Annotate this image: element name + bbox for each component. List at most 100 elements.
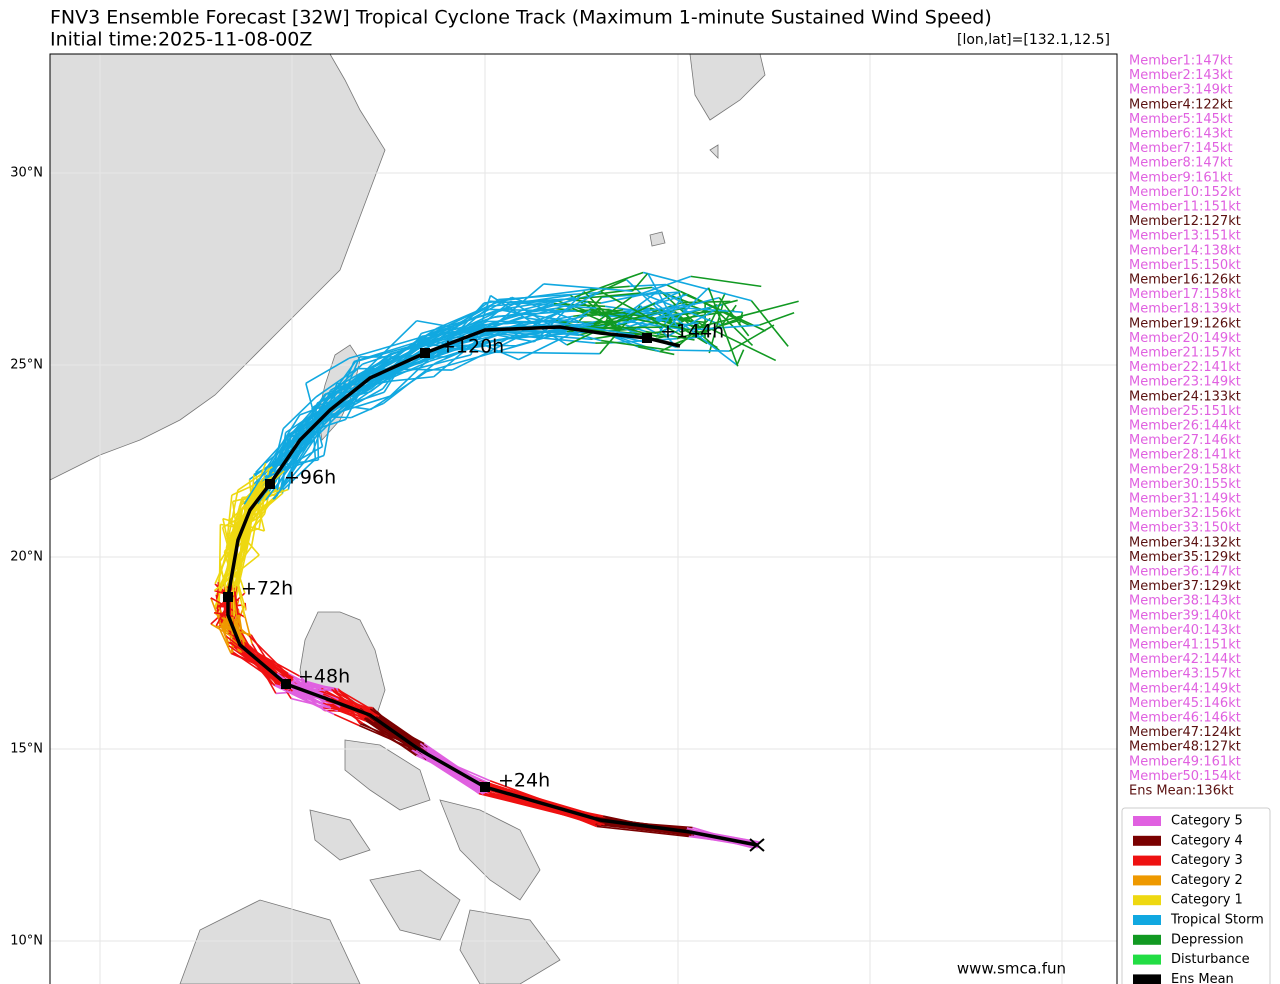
member-track: [210, 597, 230, 647]
member-label: Member20:149kt: [1129, 331, 1241, 346]
member-label: Member35:129kt: [1129, 550, 1241, 565]
member-track: [299, 403, 331, 416]
member-track: [575, 310, 615, 314]
member-track: [574, 271, 644, 298]
member-track: [330, 358, 386, 391]
track-label: +120h: [440, 336, 504, 358]
member-track: [496, 290, 602, 346]
member-track: [729, 324, 775, 352]
member-label: Member23:149kt: [1129, 375, 1241, 390]
member-track: [315, 367, 358, 398]
member-track: [384, 355, 411, 361]
member-label: Member41:151kt: [1129, 638, 1241, 653]
legend-swatch: [1133, 855, 1161, 866]
member-track: [687, 335, 705, 340]
member-track: [411, 748, 484, 795]
legend-swatch: [1133, 816, 1161, 826]
member-label: Member15:150kt: [1129, 258, 1241, 273]
member-track: [565, 304, 622, 331]
member-track: [369, 708, 421, 745]
member-label: Member46:146kt: [1129, 711, 1241, 726]
member-label: Member6:143kt: [1129, 127, 1233, 142]
member-label: Member9:161kt: [1129, 170, 1233, 185]
member-label: Member18:139kt: [1129, 302, 1241, 317]
member-track: [590, 309, 691, 331]
member-track: [663, 287, 710, 333]
coords: [lon,lat]=[132.1,12.5]: [957, 32, 1110, 48]
member-track: [484, 323, 594, 343]
member-track: [218, 627, 232, 654]
member-track: [350, 402, 384, 419]
member-track: [285, 681, 322, 690]
member-track: [718, 297, 750, 337]
legend: Category 5 Category 4 Category 3 Category 2…: [1133, 814, 1264, 984]
lat-label: 30°N: [10, 166, 43, 181]
ens-mean-track: [226, 325, 758, 847]
member-label: Member32:156kt: [1129, 506, 1241, 521]
member-track: [311, 403, 318, 436]
member-track: [679, 300, 799, 333]
member-track: [330, 688, 380, 718]
member-track: [276, 432, 287, 496]
member-track: [237, 466, 273, 491]
legend-label: Category 4: [1171, 833, 1243, 848]
member-track: [690, 275, 762, 288]
member-track: [283, 435, 314, 472]
member-track: [213, 611, 241, 631]
ensemble-tracks: [210, 271, 799, 849]
legend-label: Category 3: [1171, 853, 1243, 868]
legend-label: Category 5: [1171, 814, 1243, 829]
member-track: [445, 327, 519, 361]
member-label: Member25:151kt: [1129, 404, 1241, 419]
member-label: Member49:161kt: [1129, 754, 1241, 769]
member-label: Member5:145kt: [1129, 112, 1233, 127]
map-frame: [49, 53, 1118, 984]
member-track: [282, 458, 316, 491]
member-track: [426, 340, 535, 373]
member-track: [226, 537, 246, 594]
member-label: Member39:140kt: [1129, 608, 1241, 623]
member-label: Member29:158kt: [1129, 462, 1241, 477]
lat-label: 15°N: [10, 742, 43, 757]
member-track: [647, 272, 681, 333]
member-track: [305, 357, 350, 384]
member-track: [750, 300, 789, 347]
member-label: Member13:151kt: [1129, 229, 1241, 244]
member-label: Member16:126kt: [1129, 273, 1241, 288]
member-label: Member28:141kt: [1129, 448, 1241, 463]
member-track: [533, 290, 585, 343]
time-markers: [223, 333, 652, 792]
member-label: Member21:157kt: [1129, 346, 1241, 361]
member-label: Member17:158kt: [1129, 287, 1241, 302]
member-track: [244, 462, 267, 515]
member-track: [214, 611, 235, 618]
ens-mean-label: Ens Mean:136kt: [1129, 784, 1234, 799]
member-label: Member43:157kt: [1129, 667, 1241, 682]
member-track: [435, 341, 486, 364]
member-label: Member12:127kt: [1129, 214, 1241, 229]
member-track: [253, 454, 292, 476]
member-track: [323, 373, 361, 403]
member-track: [690, 324, 760, 331]
legend-label: Category 1: [1171, 893, 1243, 908]
member-label: Member44:149kt: [1129, 681, 1241, 696]
lat-label: 25°N: [10, 358, 43, 373]
member-track: [470, 295, 492, 356]
member-track: [228, 645, 285, 686]
member-label: Member37:129kt: [1129, 579, 1241, 594]
track-label: +96h: [284, 467, 336, 489]
member-track: [600, 290, 689, 340]
member-track: [255, 424, 301, 473]
start-marker: [749, 838, 765, 852]
member-track: [620, 310, 676, 331]
track-label: +24h: [498, 770, 550, 792]
member-track: [264, 454, 325, 478]
legend-swatch: [1133, 895, 1161, 906]
member-track: [245, 512, 254, 555]
member-list: Member1:147ktMember2:143ktMember3:149ktM…: [1129, 54, 1241, 799]
member-label: Member30:155kt: [1129, 477, 1241, 492]
member-label: Member24:133kt: [1129, 389, 1241, 404]
member-label: Member45:146kt: [1129, 696, 1241, 711]
track-label: +48h: [298, 666, 350, 688]
member-track: [631, 275, 692, 298]
